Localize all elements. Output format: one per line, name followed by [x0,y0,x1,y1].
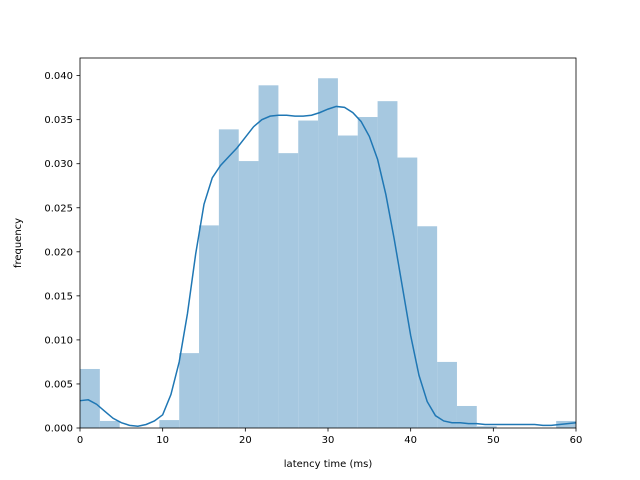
y-axis-label: frequency [13,218,24,268]
x-tick-label: 60 [570,435,583,446]
y-tick-label: 0.035 [44,115,73,126]
histogram-bar [437,361,457,428]
histogram-bar [179,353,200,428]
histogram-bar [298,120,319,429]
histogram-bar [397,157,418,429]
x-tick-label: 30 [322,435,335,446]
x-axis: 0 10 20 30 40 50 60 [77,428,583,446]
y-tick-label: 0.015 [44,291,73,302]
y-tick-label: 0.005 [44,379,73,390]
histogram-bar [258,85,279,429]
y-tick-label: 0.010 [44,335,73,346]
histogram-bar [357,117,378,429]
histogram-bar [99,420,120,428]
histogram-bar [476,426,497,428]
histogram-bar [337,135,358,428]
x-tick-label: 0 [77,435,83,446]
histogram-bar [199,225,219,428]
x-axis-label: latency time (ms) [284,459,373,470]
y-tick-label: 0.040 [44,71,73,82]
histogram-bar [80,368,100,428]
x-tick-label: 40 [404,435,417,446]
histogram-bar [318,78,338,428]
x-tick-label: 50 [487,435,500,446]
y-axis: 0.000 0.005 0.010 0.015 0.020 0.025 0.030 0.035… [44,71,80,435]
y-tick-label: 0.025 [44,203,73,214]
y-tick-label: 0.000 [44,424,73,435]
kde-curve [79,105,577,427]
histogram-bars [80,78,576,429]
histogram-bar [159,420,180,428]
histogram-bar [278,153,299,428]
y-tick-label: 0.030 [44,159,73,170]
histogram-bar [377,101,398,429]
histogram-bar [218,129,239,428]
y-tick-label: 0.020 [44,247,73,258]
x-tick-label: 10 [156,435,169,446]
histogram-bar [238,161,259,429]
histogram-bar [456,405,477,428]
histogram-bar [417,226,438,428]
x-tick-label: 20 [239,435,252,446]
